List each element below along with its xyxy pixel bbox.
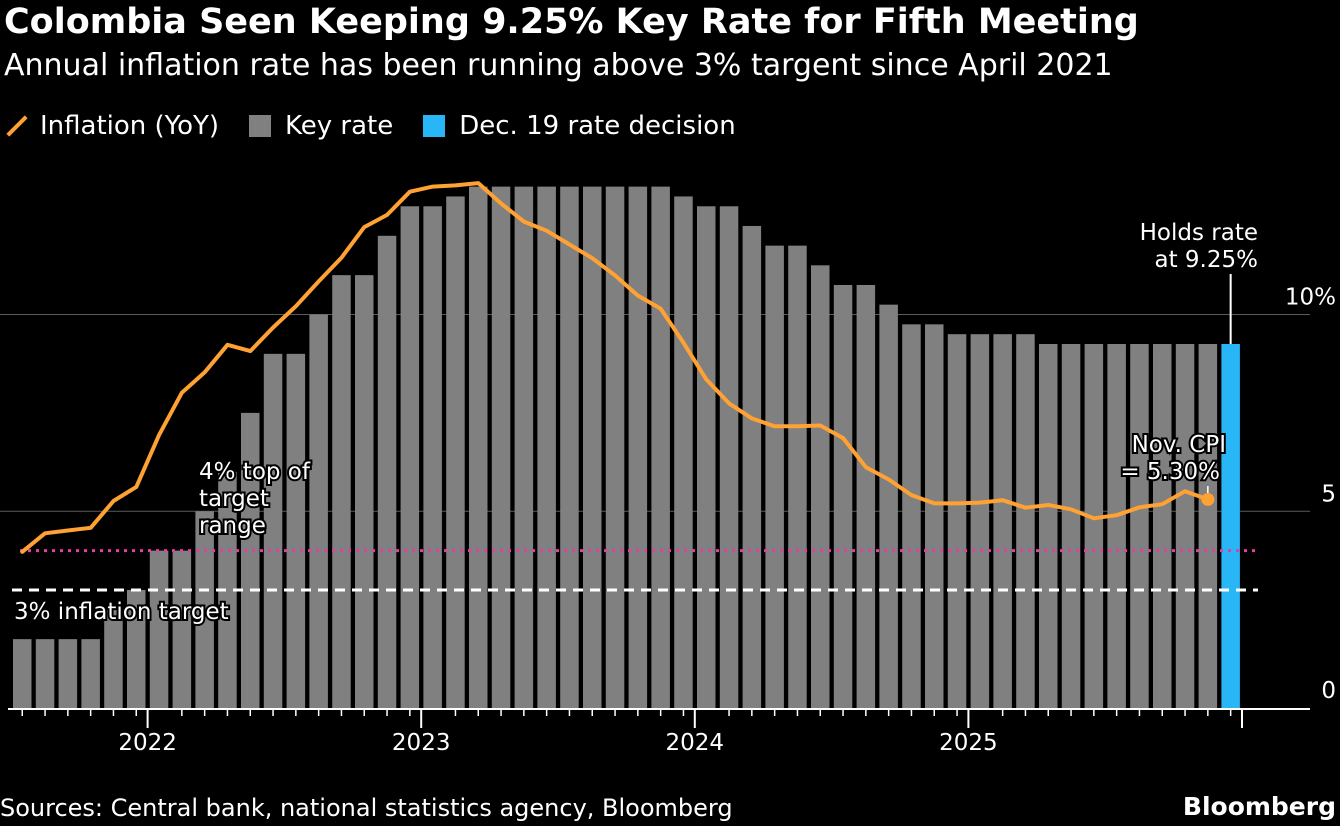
source-note: Sources: Central bank, national statisti… — [0, 794, 733, 822]
key-rate-bar — [605, 186, 625, 709]
key-rate-bar — [674, 196, 693, 708]
key-rate-bar — [377, 235, 397, 709]
key-rate-bar — [1198, 344, 1218, 708]
key-rate-bar — [765, 245, 784, 708]
x-tick-label: 2023 — [392, 730, 451, 756]
key-rate-bar — [1175, 344, 1195, 708]
annotation-range-line1: 4% top of — [199, 459, 311, 485]
key-rate-bar — [195, 511, 214, 708]
inflation-series — [20, 181, 1215, 554]
annotation-range-line3: range — [199, 513, 266, 539]
x-tick-label: 2022 — [118, 730, 177, 756]
key-rate-bar — [583, 186, 602, 709]
key-rate-bar — [833, 284, 853, 708]
key-rate-bar — [1061, 344, 1081, 708]
key-rate-bar — [1107, 344, 1126, 708]
key-rate-bar — [879, 304, 898, 708]
legend-item-inflation: Inflation (YoY) — [4, 111, 219, 141]
key-rate-bar — [35, 639, 55, 708]
key-rate-bar — [491, 186, 511, 709]
key-rate-bar — [537, 186, 556, 709]
legend-item-key-rate: Key rate — [249, 111, 393, 141]
key-rate-swatch-icon — [249, 115, 272, 137]
x-tick-label: 2025 — [939, 730, 998, 756]
legend-label-key-rate: Key rate — [285, 111, 394, 141]
reference-lines — [12, 274, 1258, 592]
key-rate-bar — [970, 334, 990, 708]
key-rate-bar — [446, 196, 465, 708]
key-rate-bar — [127, 589, 146, 708]
axes: 0 5 10% 2022 2023 2024 2025 — [8, 285, 1336, 756]
annotation-holds-rate-value: at 9.25% — [1155, 247, 1259, 273]
legend-label-decision: Dec. 19 rate decision — [459, 111, 736, 141]
key-rate-bar — [286, 353, 306, 708]
annotation-range-line2: target — [199, 486, 269, 512]
key-rate-bar — [58, 639, 78, 708]
inflation-line — [20, 181, 1210, 554]
key-rate-bar — [742, 225, 762, 708]
x-tick-label: 2024 — [666, 730, 725, 756]
y-tick-label: 5 — [1321, 481, 1336, 507]
key-rate-bar — [1153, 344, 1172, 708]
annotation-nov-cpi: Nov. CPI — [1132, 432, 1226, 458]
key-rate-bar — [788, 245, 807, 708]
key-rate-bar — [332, 275, 351, 708]
key-rate-bar — [697, 206, 716, 708]
key-rate-bar — [104, 609, 123, 708]
key-rate-bar — [355, 275, 374, 708]
chart-title: Colombia Seen Keeping 9.25% Key Rate for… — [4, 2, 1139, 42]
key-rate-bar — [13, 639, 32, 708]
key-rate-bar — [719, 206, 739, 708]
key-rate-bar — [149, 550, 169, 708]
key-rate-bar — [925, 324, 944, 708]
key-rate-bar — [902, 324, 921, 708]
key-rate-bar — [423, 206, 442, 708]
key-rate-bar — [469, 186, 488, 709]
key-rate-bars — [13, 186, 1240, 709]
annotation-inflation-target: 3% inflation target — [14, 599, 229, 625]
y-tick-label: 10% — [1285, 285, 1336, 311]
key-rate-bar — [1130, 344, 1149, 708]
decision-bar — [1221, 344, 1240, 708]
key-rate-bar — [856, 284, 876, 708]
key-rate-bar — [1084, 344, 1104, 708]
annotations: Holds rate at 9.25% Nov. CPI = 5.30% 4% … — [12, 220, 1259, 627]
key-rate-bar — [651, 186, 670, 709]
y-tick-label: 0 — [1321, 678, 1336, 704]
legend: Inflation (YoY) Key rate Dec. 19 rate de… — [4, 108, 766, 144]
chart-subtitle: Annual inflation rate has been running a… — [4, 48, 1113, 83]
legend-label-inflation: Inflation (YoY) — [40, 111, 220, 141]
key-rate-bar — [560, 186, 579, 709]
key-rate-bar — [172, 550, 192, 708]
key-rate-bar — [1039, 344, 1058, 708]
key-rate-bar — [947, 334, 967, 708]
key-rate-bar — [1016, 334, 1035, 708]
nov-cpi-marker — [1201, 492, 1215, 506]
decision-swatch-icon — [423, 115, 446, 137]
key-rate-bar — [81, 639, 100, 708]
key-rate-bar — [218, 471, 237, 708]
key-rate-bar — [241, 412, 260, 708]
key-rate-bar — [263, 353, 283, 708]
legend-item-decision: Dec. 19 rate decision — [423, 111, 736, 141]
key-rate-bar — [514, 186, 534, 709]
key-rate-bar — [309, 314, 328, 708]
key-rate-bar — [400, 206, 420, 708]
key-rate-bar — [811, 265, 830, 708]
key-rate-bar — [993, 334, 1012, 708]
brand-logo: Bloomberg — [1182, 792, 1336, 821]
key-rate-bar — [628, 186, 648, 709]
annotation-holds-rate: Holds rate — [1140, 220, 1258, 246]
annotation-nov-cpi-value: = 5.30% — [1120, 459, 1220, 485]
